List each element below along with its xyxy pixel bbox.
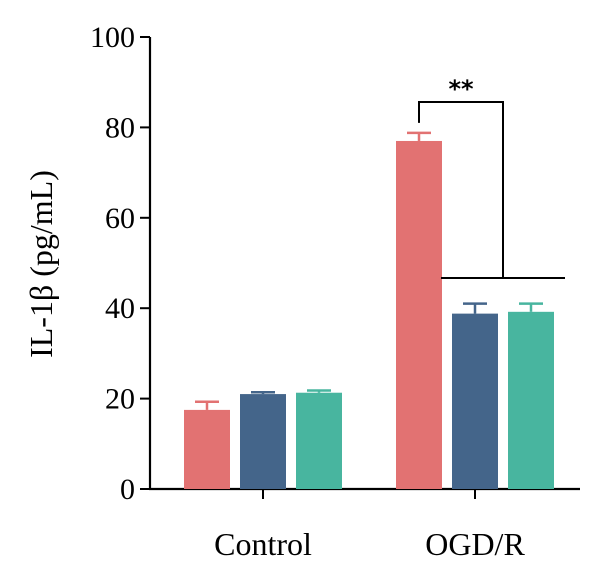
bar bbox=[452, 313, 498, 489]
bar bbox=[508, 311, 554, 489]
significance-annotation: ** bbox=[418, 75, 565, 279]
y-tick-label: 100 bbox=[90, 21, 135, 54]
y-tick-label: 60 bbox=[105, 202, 135, 235]
axes: 0 20 40 60 80 100 Control OGD/R bbox=[90, 21, 580, 562]
significance-bracket bbox=[418, 101, 504, 278]
x-tick-label: Control bbox=[214, 526, 312, 562]
y-tick-label: 20 bbox=[105, 383, 135, 416]
y-tick-label: 0 bbox=[120, 473, 135, 506]
bar bbox=[240, 394, 286, 489]
y-axis-title: IL-1β (pg/mL) bbox=[23, 170, 59, 358]
x-tick-label: OGD/R bbox=[425, 526, 525, 562]
bar bbox=[184, 409, 230, 489]
y-tick-label: 80 bbox=[105, 111, 135, 144]
bar bbox=[396, 140, 442, 489]
y-tick-label: 40 bbox=[105, 292, 135, 325]
bars bbox=[184, 131, 554, 489]
bar bbox=[296, 392, 342, 489]
significance-stars: ** bbox=[448, 75, 474, 103]
